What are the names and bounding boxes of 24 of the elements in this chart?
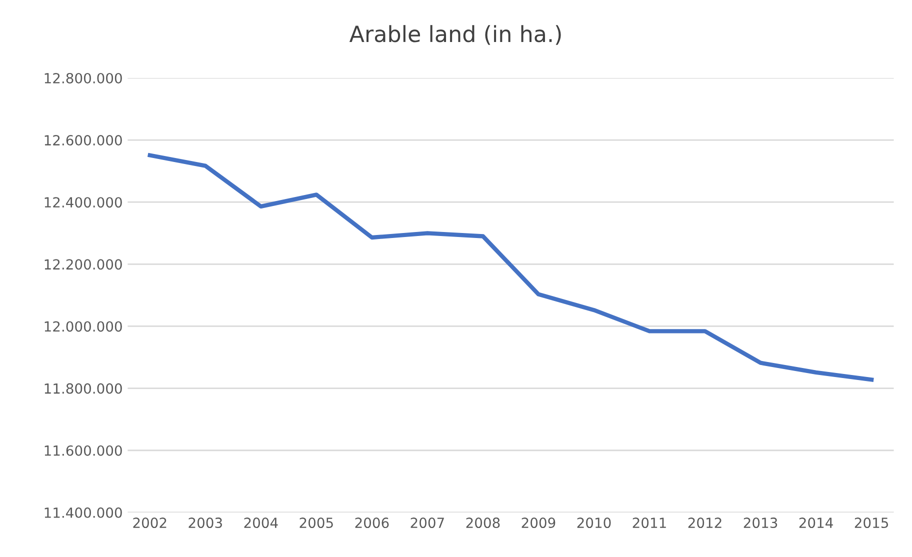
x-tick-label: 2003 [188, 518, 222, 528]
x-tick-label: 2013 [744, 518, 778, 528]
y-tick-label: 12.200.000 [44, 259, 122, 270]
y-tick-label: 12.800.000 [44, 72, 122, 84]
x-tick-label: 2014 [799, 518, 833, 528]
line-series [148, 153, 874, 382]
y-tick-label: 11.800.000 [44, 383, 122, 394]
y-tick-label: 11.600.000 [44, 445, 122, 456]
x-tick-label: 2002 [133, 518, 166, 528]
x-tick-label: 2006 [355, 518, 389, 528]
x-tick-label: 2011 [632, 518, 666, 528]
chart-title: Arable land (in ha.) [349, 25, 561, 45]
y-tick-label: 11.400.000 [44, 507, 122, 518]
y-tick-label: 12.000.000 [44, 321, 122, 332]
x-tick-label: 2015 [854, 518, 888, 528]
x-tick-label: 2009 [522, 518, 556, 528]
y-tick-label: 12.400.000 [44, 197, 122, 208]
x-tick-label: 2005 [300, 518, 333, 528]
x-tick-label: 2010 [577, 518, 611, 528]
x-tick-label: 2008 [466, 518, 500, 528]
y-tick-label: 12.600.000 [44, 135, 122, 146]
x-tick-label: 2012 [688, 518, 722, 528]
x-tick-label: 2007 [410, 518, 444, 528]
x-tick-label: 2004 [244, 518, 278, 528]
